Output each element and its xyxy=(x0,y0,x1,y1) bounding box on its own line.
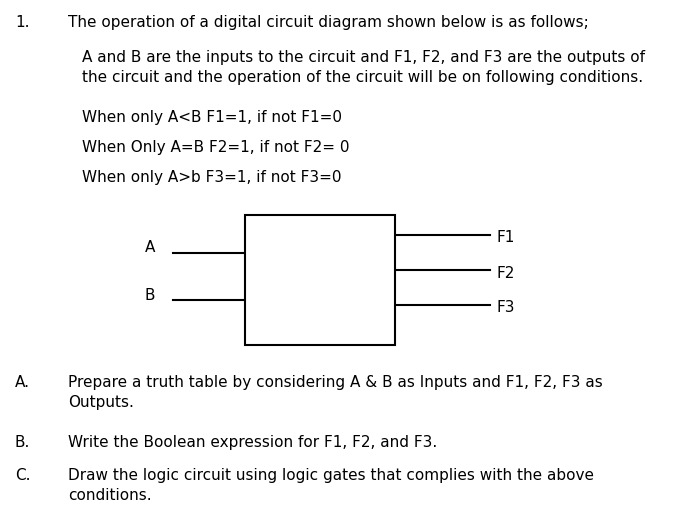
Text: Outputs.: Outputs. xyxy=(68,395,134,410)
Text: B: B xyxy=(144,287,155,303)
Text: Prepare a truth table by considering A & B as Inputs and F1, F2, F3 as: Prepare a truth table by considering A &… xyxy=(68,375,603,390)
Text: F2: F2 xyxy=(497,266,515,280)
Text: A and B are the inputs to the circuit and F1, F2, and F3 are the outputs of: A and B are the inputs to the circuit an… xyxy=(82,50,645,65)
Text: When Only A=B F2=1, if not F2= 0: When Only A=B F2=1, if not F2= 0 xyxy=(82,140,349,155)
Text: B.: B. xyxy=(15,435,30,450)
Text: C.: C. xyxy=(15,468,30,483)
Text: When only A>b F3=1, if not F3=0: When only A>b F3=1, if not F3=0 xyxy=(82,170,341,185)
Text: 1.: 1. xyxy=(15,15,30,30)
Text: F3: F3 xyxy=(497,301,515,315)
Text: When only A<B F1=1, if not F1=0: When only A<B F1=1, if not F1=0 xyxy=(82,110,342,125)
Text: F1: F1 xyxy=(497,231,515,245)
Bar xyxy=(245,215,395,345)
Text: conditions.: conditions. xyxy=(68,488,152,503)
Text: A.: A. xyxy=(15,375,30,390)
Text: Write the Boolean expression for F1, F2, and F3.: Write the Boolean expression for F1, F2,… xyxy=(68,435,437,450)
Text: Draw the logic circuit using logic gates that complies with the above: Draw the logic circuit using logic gates… xyxy=(68,468,594,483)
Text: the circuit and the operation of the circuit will be on following conditions.: the circuit and the operation of the cir… xyxy=(82,70,643,85)
Text: A: A xyxy=(145,241,155,255)
Text: The operation of a digital circuit diagram shown below is as follows;: The operation of a digital circuit diagr… xyxy=(68,15,589,30)
